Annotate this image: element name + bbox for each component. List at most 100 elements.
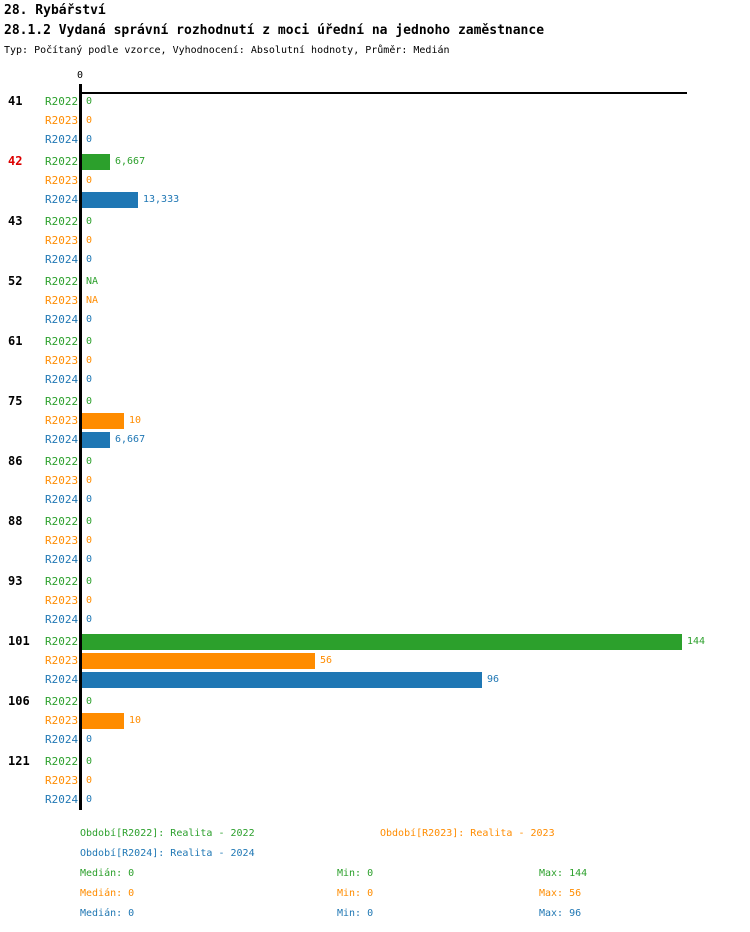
stat-min-r2024: Min: 0 — [337, 908, 374, 919]
series-label-r2023: R2023 — [45, 414, 79, 427]
legend-r2023: Období[R2023]: Realita - 2023 — [380, 828, 555, 839]
bar-row-42-r2024: R2024 13,333 — [0, 190, 750, 209]
bar-group-52: 52 R2022 NA R2023 NA R2024 0 — [0, 272, 750, 329]
bar-group-43: 43 R2022 0 R2023 0 R2024 0 — [0, 212, 750, 269]
bar-group-86: 86 R2022 0 R2023 0 R2024 0 — [0, 452, 750, 509]
bar-row-61-r2022: R2022 0 — [0, 332, 750, 351]
bar-row-75-r2022: R2022 0 — [0, 392, 750, 411]
value-label-106-r2022: 0 — [86, 696, 93, 707]
category-label-61: 61 — [8, 334, 23, 348]
value-label-106-r2024: 0 — [86, 734, 93, 745]
bar-row-41-r2022: R2022 0 — [0, 92, 750, 111]
series-label-r2022: R2022 — [45, 155, 79, 168]
value-label-43-r2024: 0 — [86, 254, 93, 265]
value-label-86-r2022: 0 — [86, 456, 93, 467]
category-label-101: 101 — [8, 634, 30, 648]
bar-row-106-r2023: R2023 10 — [0, 711, 750, 730]
series-label-r2024: R2024 — [45, 613, 79, 626]
series-label-r2024: R2024 — [45, 253, 79, 266]
y-axis-zero-line — [79, 84, 82, 810]
bar-row-106-r2022: R2022 0 — [0, 692, 750, 711]
category-label-41: 41 — [8, 94, 23, 108]
category-label-86: 86 — [8, 454, 23, 468]
value-label-61-r2022: 0 — [86, 336, 93, 347]
bar-row-88-r2022: R2022 0 — [0, 512, 750, 531]
bar-row-61-r2024: R2024 0 — [0, 370, 750, 389]
bar-row-75-r2023: R2023 10 — [0, 411, 750, 430]
series-label-r2023: R2023 — [45, 774, 79, 787]
bar-group-42: 42 R2022 6,667 R2023 0 R2024 13,333 — [0, 152, 750, 209]
stat-max-r2024: Max: 96 — [539, 908, 582, 919]
stat-median-r2022: Medián: 0 — [80, 868, 135, 879]
series-label-r2023: R2023 — [45, 174, 79, 187]
bar-row-93-r2023: R2023 0 — [0, 591, 750, 610]
series-label-r2022: R2022 — [45, 395, 79, 408]
bar-group-93: 93 R2022 0 R2023 0 R2024 0 — [0, 572, 750, 629]
bar-row-52-r2022: R2022 NA — [0, 272, 750, 291]
bar-r2022-101 — [82, 634, 682, 650]
bar-row-52-r2024: R2024 0 — [0, 310, 750, 329]
value-label-106-r2023: 10 — [129, 715, 142, 726]
series-label-r2024: R2024 — [45, 433, 79, 446]
stat-median-r2023: Medián: 0 — [80, 888, 135, 899]
value-label-42-r2024: 13,333 — [143, 194, 180, 205]
value-label-41-r2024: 0 — [86, 134, 93, 145]
value-label-88-r2022: 0 — [86, 516, 93, 527]
bar-row-43-r2022: R2022 0 — [0, 212, 750, 231]
series-label-r2022: R2022 — [45, 455, 79, 468]
bar-row-52-r2023: R2023 NA — [0, 291, 750, 310]
stat-min-r2022: Min: 0 — [337, 868, 374, 879]
series-label-r2022: R2022 — [45, 695, 79, 708]
bar-row-93-r2024: R2024 0 — [0, 610, 750, 629]
category-label-93: 93 — [8, 574, 23, 588]
value-label-52-r2024: 0 — [86, 314, 93, 325]
stat-max-r2022: Max: 144 — [539, 868, 588, 879]
series-label-r2024: R2024 — [45, 793, 79, 806]
value-label-101-r2022: 144 — [687, 636, 706, 647]
bar-row-41-r2023: R2023 0 — [0, 111, 750, 130]
category-label-121: 121 — [8, 754, 30, 768]
series-label-r2023: R2023 — [45, 474, 79, 487]
value-label-88-r2023: 0 — [86, 535, 93, 546]
series-label-r2023: R2023 — [45, 594, 79, 607]
value-label-88-r2024: 0 — [86, 554, 93, 565]
bar-group-88: 88 R2022 0 R2023 0 R2024 0 — [0, 512, 750, 569]
series-label-r2024: R2024 — [45, 313, 79, 326]
value-label-121-r2024: 0 — [86, 794, 93, 805]
bar-group-106: 106 R2022 0 R2023 10 R2024 0 — [0, 692, 750, 749]
category-label-106: 106 — [8, 694, 30, 708]
series-label-r2023: R2023 — [45, 234, 79, 247]
series-label-r2022: R2022 — [45, 575, 79, 588]
bar-group-41: 41 R2022 0 R2023 0 R2024 0 — [0, 92, 750, 149]
value-label-75-r2024: 6,667 — [115, 434, 146, 445]
bar-row-88-r2024: R2024 0 — [0, 550, 750, 569]
value-label-42-r2022: 6,667 — [115, 156, 146, 167]
value-label-101-r2024: 96 — [487, 674, 500, 685]
bar-group-75: 75 R2022 0 R2023 10 R2024 6,667 — [0, 392, 750, 449]
bar-row-86-r2022: R2022 0 — [0, 452, 750, 471]
series-label-r2022: R2022 — [45, 515, 79, 528]
series-label-r2023: R2023 — [45, 114, 79, 127]
series-label-r2022: R2022 — [45, 275, 79, 288]
series-label-r2024: R2024 — [45, 373, 79, 386]
value-label-42-r2023: 0 — [86, 175, 93, 186]
value-label-93-r2024: 0 — [86, 614, 93, 625]
bar-r2023-101 — [82, 653, 315, 669]
value-label-75-r2022: 0 — [86, 396, 93, 407]
value-label-61-r2024: 0 — [86, 374, 93, 385]
bar-row-121-r2022: R2022 0 — [0, 752, 750, 771]
value-label-52-r2023: NA — [86, 295, 99, 306]
stat-min-r2023: Min: 0 — [337, 888, 374, 899]
bar-r2023-75 — [82, 413, 124, 429]
bar-row-43-r2024: R2024 0 — [0, 250, 750, 269]
value-label-61-r2023: 0 — [86, 355, 93, 366]
bar-row-88-r2023: R2023 0 — [0, 531, 750, 550]
value-label-52-r2022: NA — [86, 276, 99, 287]
value-label-93-r2023: 0 — [86, 595, 93, 606]
bar-group-101: 101 R2022 144 R2023 56 R2024 96 — [0, 632, 750, 689]
legend-r2022: Období[R2022]: Realita - 2022 — [80, 828, 255, 839]
category-label-42: 42 — [8, 154, 23, 168]
value-label-121-r2023: 0 — [86, 775, 93, 786]
series-label-r2022: R2022 — [45, 755, 79, 768]
series-label-r2022: R2022 — [45, 95, 79, 108]
